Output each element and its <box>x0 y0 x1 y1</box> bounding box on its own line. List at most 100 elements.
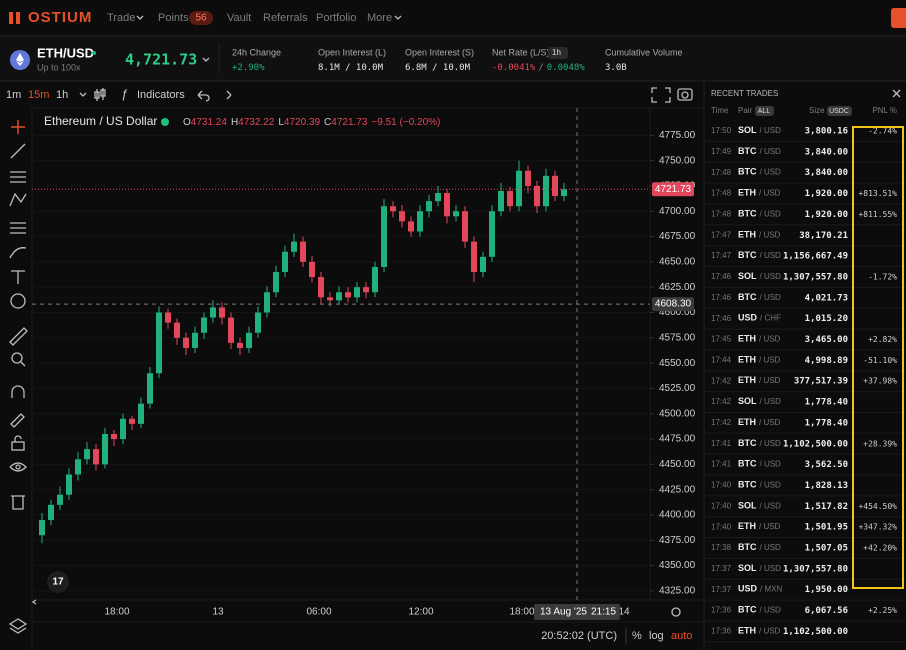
trade-time: 17:42 <box>711 397 732 406</box>
trade-pair: SOL / USD <box>738 501 781 511</box>
magnet-tool[interactable] <box>11 385 25 398</box>
trade-base: BTC <box>738 146 757 156</box>
stats: 24h Change +2.90% Open Interest (L) 8.1M / … <box>232 47 683 73</box>
interval[interactable]: 1h <box>56 89 68 101</box>
nav-item[interactable]: Vault <box>227 12 251 24</box>
y-tick-label: 4675.00 <box>659 231 696 242</box>
trade-base: BTC <box>738 459 757 469</box>
settings[interactable] <box>671 607 681 617</box>
text-tool[interactable] <box>11 270 25 284</box>
trade-pair: BTC / USD <box>738 438 781 448</box>
candle-body <box>309 261 315 278</box>
scroll-left[interactable] <box>31 599 37 605</box>
layers[interactable] <box>8 618 28 634</box>
tv-logo[interactable] <box>47 571 69 593</box>
candle-body <box>471 241 477 272</box>
trade-time: 17:46 <box>711 314 732 323</box>
trade-size: 1,778.40 <box>805 398 848 408</box>
zoom-tool[interactable] <box>11 352 26 367</box>
trade-time: 17:36 <box>711 606 732 615</box>
legend-value: 4721.73 <box>331 117 368 128</box>
chevron[interactable] <box>202 57 210 62</box>
trade-size: 1,501.95 <box>805 523 848 533</box>
candle-body <box>165 312 171 323</box>
brush-tool[interactable] <box>9 247 27 259</box>
trade-quote: / USD <box>760 564 782 573</box>
trade-size: 1,517.82 <box>805 502 848 512</box>
trade-size: 1,828.13 <box>805 481 848 491</box>
candle-body <box>480 256 486 272</box>
fib-tool[interactable] <box>10 222 26 234</box>
trade-size: 1,920.00 <box>805 189 848 199</box>
trade-quote: / USD <box>760 210 782 219</box>
undo[interactable] <box>197 90 210 102</box>
trade-size: 1,102,500.00 <box>783 439 848 449</box>
legend-change: −9.51 (−0.20%) <box>371 117 440 128</box>
candle-type-icon[interactable] <box>94 88 106 101</box>
nav-item[interactable]: Trade <box>107 12 135 24</box>
screenshot[interactable] <box>677 88 693 101</box>
badge[interactable] <box>755 106 774 116</box>
auto-toggle[interactable]: auto <box>671 630 692 642</box>
trade-quote: / USD <box>760 543 782 552</box>
badge[interactable] <box>548 47 568 59</box>
ohlc-legend: O4731.24 H4732.22 L4720.39 C4721.73 −9.51 (−… <box>183 117 440 128</box>
indicators[interactable]: Indicators <box>137 89 185 101</box>
candle-body <box>48 504 54 521</box>
close[interactable] <box>892 89 901 98</box>
channel-tool[interactable] <box>10 171 26 183</box>
logo[interactable]: OSTIUM <box>9 9 92 26</box>
trade-time: 17:47 <box>711 251 732 260</box>
badge[interactable] <box>827 106 852 116</box>
trade-pair: ETH / USD <box>738 334 781 344</box>
hide-tool[interactable] <box>9 462 27 472</box>
nav-item[interactable]: More <box>367 12 392 24</box>
stat-value: -0.0041%/ 0.0048% <box>492 63 585 73</box>
line-tool[interactable] <box>10 143 26 159</box>
candle-body <box>435 193 441 202</box>
candle-body <box>507 191 513 207</box>
stat-value-part: 0.0048% <box>547 63 586 73</box>
trade-pair: BTC / USD <box>738 459 781 469</box>
candle-body <box>462 211 468 242</box>
x-tick-label: 18:00 <box>509 607 534 618</box>
lock-tool[interactable] <box>11 435 25 451</box>
trade-pair: ETH / USD <box>738 522 781 532</box>
pair[interactable]: ETH/USD <box>37 45 94 60</box>
trade-time: 17:48 <box>711 168 732 177</box>
interval[interactable]: 15m <box>28 89 49 101</box>
delete-tool[interactable] <box>11 495 25 510</box>
candle-body <box>210 307 216 318</box>
connect-button[interactable] <box>891 8 906 28</box>
crosshair-tool[interactable] <box>11 120 25 134</box>
trade-time: 17:48 <box>711 210 732 219</box>
trade-size: 3,800.16 <box>805 127 848 137</box>
candle-body <box>444 193 450 217</box>
candle-body <box>102 433 108 465</box>
fullscreen[interactable] <box>651 87 671 103</box>
trade-quote: / USD <box>760 439 782 448</box>
redo[interactable] <box>226 90 232 100</box>
nav-item[interactable]: Portfolio <box>316 12 356 24</box>
pattern-tool[interactable] <box>9 192 27 207</box>
interval[interactable]: 1m <box>6 89 21 101</box>
percent-toggle[interactable]: % <box>632 630 642 642</box>
trade-pnl: -51.10% <box>863 356 897 365</box>
status-dot <box>92 51 96 55</box>
ruler-tool[interactable] <box>9 327 28 346</box>
last-price-box <box>652 182 694 197</box>
nav-item[interactable]: Referrals <box>263 12 308 24</box>
trade-base: BTC <box>738 167 757 177</box>
log-toggle[interactable]: log <box>649 630 664 642</box>
chevron[interactable] <box>79 92 87 97</box>
trade-base: ETH <box>738 376 756 386</box>
trade-quote: / USD <box>760 460 782 469</box>
draw-mode-tool[interactable] <box>10 413 25 428</box>
candle-body <box>39 520 45 536</box>
trade-base: BTC <box>738 542 757 552</box>
trade-time: 17:42 <box>711 376 732 385</box>
trade-pair: BTC / USD <box>738 250 781 260</box>
stat-value-part: +2.90% <box>232 63 265 73</box>
nav-item[interactable]: Points <box>158 12 189 24</box>
emoji-tool[interactable] <box>10 293 26 309</box>
